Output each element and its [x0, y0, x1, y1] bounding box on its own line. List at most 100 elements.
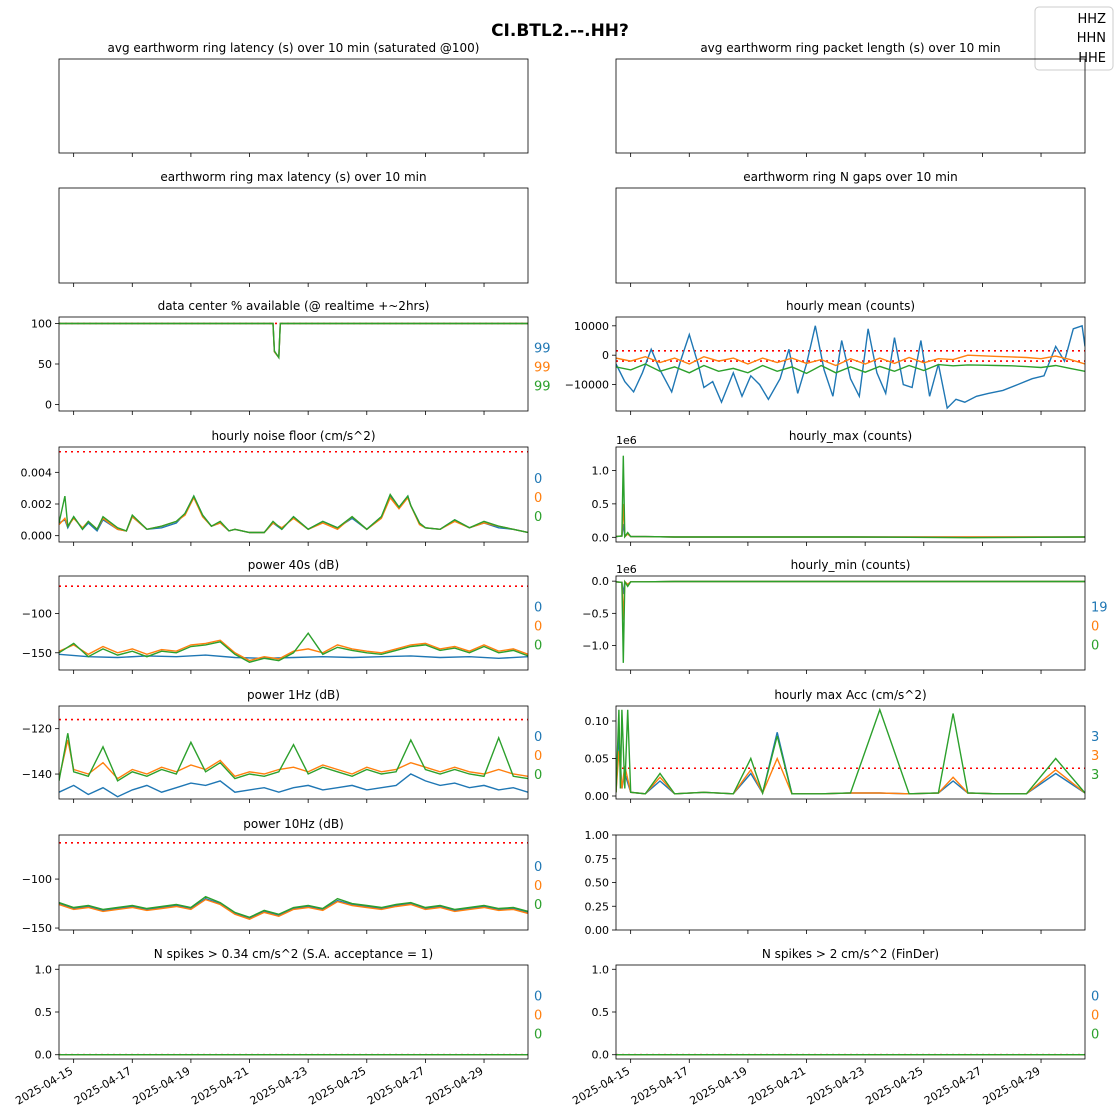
y-tick-label: 10000 [574, 320, 609, 333]
y-tick-label: 0.5 [592, 1006, 610, 1019]
series-line-hhn [59, 496, 528, 534]
x-tick-label: 2025-04-17 [629, 1064, 691, 1107]
y-tick-label: −10000 [565, 379, 609, 392]
y-tick-label: −100 [22, 608, 52, 621]
y-tick-label: 0.5 [592, 498, 610, 511]
y-tick-label: 1.0 [592, 963, 610, 976]
panel-p1: avg earthworm ring packet length (s) ove… [615, 41, 1086, 157]
right-value-label: 0 [534, 898, 542, 913]
panel-p10: power 1Hz (dB) −140 −120 0 0 0 [22, 688, 542, 803]
y-tick-label: 0 [602, 349, 609, 362]
panel-frame [615, 964, 1086, 1060]
panel-p9: hourly_min (counts) 1e6 −1.0 −0.5 0.0 19 0 0 [582, 558, 1108, 674]
y-tick-label: −150 [22, 922, 52, 935]
panel-p12: power 10Hz (dB) −150 −100 0 0 0 [22, 817, 543, 935]
series-line-hhz [59, 653, 528, 660]
y-tick-label: 1.00 [585, 829, 610, 842]
panel-p0: avg earthworm ring latency (s) over 10 m… [58, 41, 529, 157]
y-tick-label: 0.0 [592, 1049, 610, 1062]
y-tick-label: 0.00 [585, 924, 610, 937]
right-value-label: 0 [534, 620, 542, 635]
panel-p15: N spikes > 2 cm/s^2 (FinDer) 0.0 0.5 1.0 0 0 0 [592, 947, 1099, 1063]
panel-p3: earthworm ring N gaps over 10 min [615, 170, 1086, 287]
panel-title: data center % available (@ realtime +~2h… [158, 299, 430, 313]
series-line-hhn [59, 639, 528, 662]
series-line-hhe [59, 733, 528, 782]
y-tick-label: −150 [22, 647, 52, 660]
y-tick-label: 0.10 [585, 715, 610, 728]
series-line-hhz [616, 324, 1085, 410]
right-value-label: 0 [534, 472, 542, 487]
series-line-hhz [616, 580, 1085, 595]
right-value-label: 0 [534, 860, 542, 875]
legend: HHZ HHN HHE [1034, 6, 1114, 71]
series-line-hhe [59, 493, 528, 534]
series-line-hhz [59, 322, 528, 360]
panel-p6: hourly noise floor (cm/s^2) 0.000 0.002 0.0… [21, 429, 542, 546]
y-tick-label: −140 [22, 768, 52, 781]
x-tick-label: 2025-04-27 [365, 1064, 427, 1107]
panel-frame [58, 187, 529, 284]
right-value-label: 0 [1091, 990, 1099, 1005]
panel-frame [615, 446, 1086, 543]
axis-exponent: 1e6 [616, 563, 637, 576]
panel-p8: power 40s (dB) −150 −100 0 0 0 [22, 558, 542, 674]
series-line-hhn [59, 739, 528, 780]
panel-title: earthworm ring N gaps over 10 min [743, 170, 957, 184]
x-tick-label: 2025-04-25 [306, 1064, 368, 1107]
y-tick-label: 0.25 [585, 900, 610, 913]
right-value-label: 99 [534, 380, 551, 395]
series-line-hhz [616, 523, 1085, 539]
panel-frame [58, 964, 529, 1060]
panel-title: earthworm ring max latency (s) over 10 m… [160, 170, 426, 184]
series-line-hhn [616, 503, 1085, 539]
y-tick-label: 0.00 [585, 790, 610, 803]
series-line-hhz [59, 494, 528, 534]
panel-title: hourly max Acc (cm/s^2) [774, 688, 926, 702]
right-value-label: 0 [534, 730, 542, 745]
panel-p14: N spikes > 0.34 cm/s^2 (S.A. acceptance … [35, 947, 542, 1063]
panel-frame [58, 705, 529, 800]
right-value-label: 0 [1091, 1009, 1099, 1024]
panel-title: power 40s (dB) [248, 558, 339, 572]
panel-frame [615, 187, 1086, 284]
panel-p7: hourly_max (counts) 1e6 0.0 0.5 1.0 [592, 429, 1086, 546]
right-value-label: 3 [1091, 768, 1099, 783]
y-tick-label: 50 [38, 358, 52, 371]
series-line-hhn [616, 354, 1085, 367]
panel-title: avg earthworm ring latency (s) over 10 m… [108, 41, 480, 55]
right-value-label: 0 [1091, 1028, 1099, 1043]
y-tick-label: 0.0 [592, 531, 610, 544]
series-line-hhe [616, 707, 1085, 796]
panel-p11: hourly max Acc (cm/s^2) 0.00 0.05 0.10 3 3 3 [585, 688, 1099, 803]
x-tick-label: 2025-04-17 [72, 1064, 134, 1107]
panel-frame [615, 705, 1086, 800]
x-tick-label: 2025-04-21 [746, 1064, 808, 1107]
right-value-label: 0 [1091, 639, 1099, 654]
panel-title: N spikes > 2 cm/s^2 (FinDer) [762, 947, 939, 961]
panel-p4: data center % available (@ realtime +~2h… [31, 299, 551, 415]
panel-title: hourly_min (counts) [791, 558, 911, 572]
right-value-label: 0 [534, 1028, 542, 1043]
series-line-hhn [616, 750, 1085, 795]
y-tick-label: −100 [22, 873, 52, 886]
right-value-label: 99 [534, 361, 551, 376]
right-value-label: 99 [534, 342, 551, 357]
y-tick-label: 0.0 [592, 575, 610, 588]
axis-exponent: 1e6 [616, 434, 637, 447]
panel-frame [615, 575, 1086, 671]
figure-title: CI.BTL2.--.HH? [491, 21, 629, 41]
right-value-label: 0 [534, 990, 542, 1005]
right-value-label: 0 [534, 768, 542, 783]
series-line-hhe [616, 363, 1085, 375]
x-tick-label: 2025-04-29 [424, 1064, 486, 1107]
right-value-label: 0 [534, 491, 542, 506]
y-tick-label: 0 [45, 399, 52, 412]
y-tick-label: −1.0 [582, 640, 609, 653]
panel-p13: 0.00 0.25 0.50 0.75 1.00 [585, 829, 1086, 937]
panel-title: hourly mean (counts) [786, 299, 915, 313]
panel-frame [58, 834, 529, 931]
x-tick-label: 2025-04-19 [688, 1064, 750, 1107]
y-tick-label: 0.75 [585, 853, 610, 866]
